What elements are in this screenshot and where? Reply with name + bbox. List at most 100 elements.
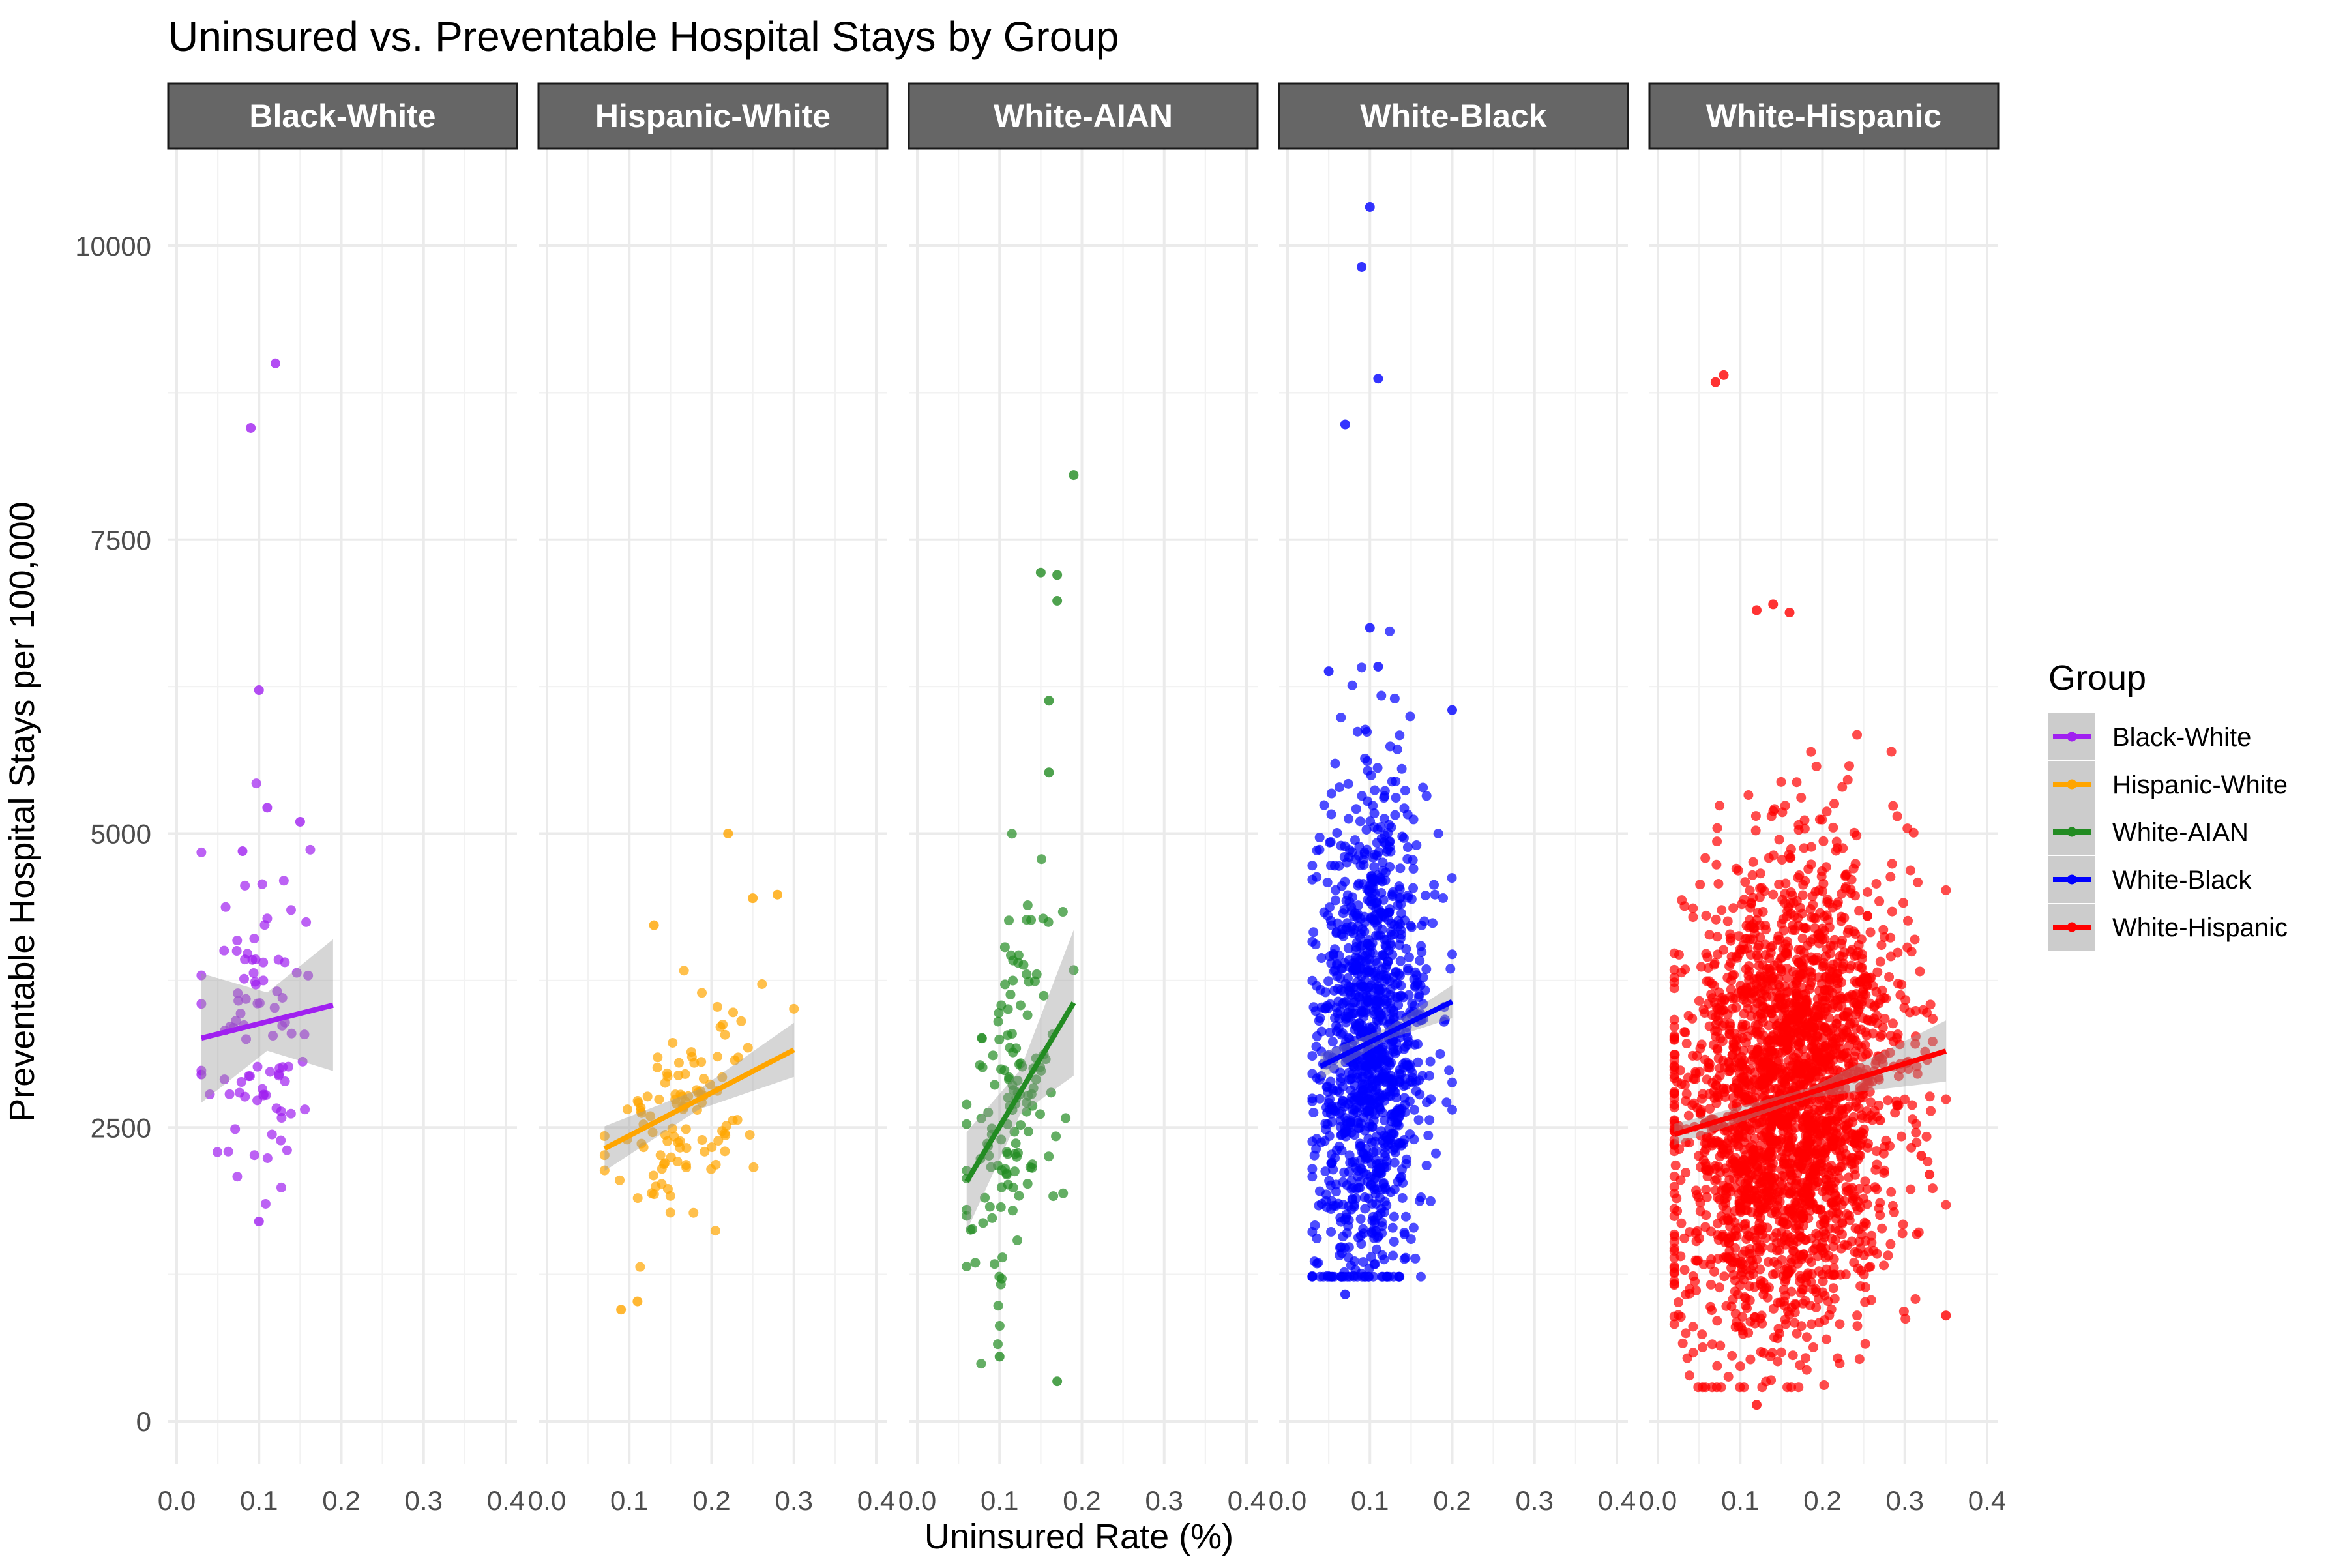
data-point [1818,878,1829,889]
data-point [1794,1226,1805,1236]
data-point [1732,1139,1743,1149]
data-point [1844,761,1854,771]
data-point [1335,1108,1345,1119]
data-point [257,879,267,889]
data-point [1322,878,1333,888]
data-point [1737,1312,1748,1322]
data-point [1681,1168,1691,1178]
data-point [1807,1269,1817,1279]
data-point [1837,889,1847,899]
data-point [1900,1314,1911,1324]
data-point [1421,1097,1432,1108]
data-point [1022,915,1032,925]
data-point [1704,930,1715,940]
data-point [1709,1123,1719,1134]
data-point [1410,1039,1420,1050]
data-point [1795,1271,1805,1281]
data-point [1893,979,1903,989]
data-point [1310,939,1321,950]
data-point [1069,965,1079,975]
data-point [1790,1299,1800,1309]
data-point [1371,1025,1381,1035]
data-point [635,1262,645,1272]
data-point [1793,820,1804,830]
data-point [1855,1093,1865,1104]
x-tick-labels: 0.0 0.1 0.2 0.3 0.4 [898,1485,1265,1516]
data-point [1738,1072,1749,1083]
data-point [1362,996,1372,1006]
data-point [1423,1131,1434,1141]
data-point [1788,1350,1798,1361]
data-point [1767,941,1778,951]
data-point [260,1198,271,1209]
gridlines [1279,149,1628,1464]
data-point [1885,1031,1896,1041]
data-point [1782,1230,1792,1240]
data-point [1831,836,1842,847]
data-point [1867,1237,1877,1248]
data-point [1739,1292,1750,1303]
trend-line [1674,1048,1947,1137]
data-point [1741,921,1752,931]
data-point [1363,982,1374,992]
data-point [1923,1156,1933,1166]
data-point [1372,958,1382,968]
data-point [1857,1230,1867,1240]
data-point [1334,782,1344,793]
data-point [246,422,256,433]
data-point [697,1135,707,1146]
data-point [654,1094,664,1104]
data-point [1370,875,1381,885]
legend-item-black-white: Black-White [2048,713,2251,760]
data-point [1669,1070,1679,1080]
data-point [1701,910,1711,921]
data-point [1044,1151,1054,1162]
data-point [1320,1166,1331,1177]
data-point [1878,925,1889,935]
data-point [1384,1124,1395,1134]
data-point [1837,935,1848,945]
data-point [1844,964,1855,974]
x-tick-label: 0.1 [610,1485,648,1516]
data-point [1676,1218,1687,1228]
data-point [1320,987,1331,998]
data-point [1669,1229,1679,1239]
data-point [1743,790,1754,801]
data-point [1874,1074,1884,1085]
data-point [1401,1154,1411,1164]
data-point [1722,1126,1732,1136]
data-point [241,1034,251,1044]
trend-line [603,1047,795,1151]
data-point [1801,1152,1811,1162]
data-point [1755,1213,1765,1223]
data-point [1396,925,1406,935]
data-point [1783,1146,1793,1157]
data-point [1688,903,1698,913]
data-point [1866,1295,1876,1305]
data-point [1408,883,1419,893]
data-point [1753,953,1764,963]
data-point [653,1052,663,1063]
data-point [1356,1239,1366,1249]
data-point [1330,895,1340,906]
data-point [1762,1180,1773,1191]
trend-line [964,1001,1076,1183]
data-point [1852,831,1862,841]
data-point [1014,1191,1024,1201]
data-point [1835,1106,1846,1116]
data-point [243,949,253,959]
data-point [1388,1250,1398,1261]
data-point [1679,1233,1690,1243]
data-point [1013,958,1024,968]
data-point [1806,747,1816,757]
data-point [1839,947,1850,958]
data-point [1343,943,1353,953]
data-point [1695,880,1705,890]
data-point [1712,823,1722,833]
data-point [1900,1094,1910,1104]
data-point [1820,1229,1831,1239]
data-point [1805,937,1816,947]
data-point [1327,1149,1337,1160]
data-point [1717,905,1727,915]
data-point [1719,1005,1729,1015]
